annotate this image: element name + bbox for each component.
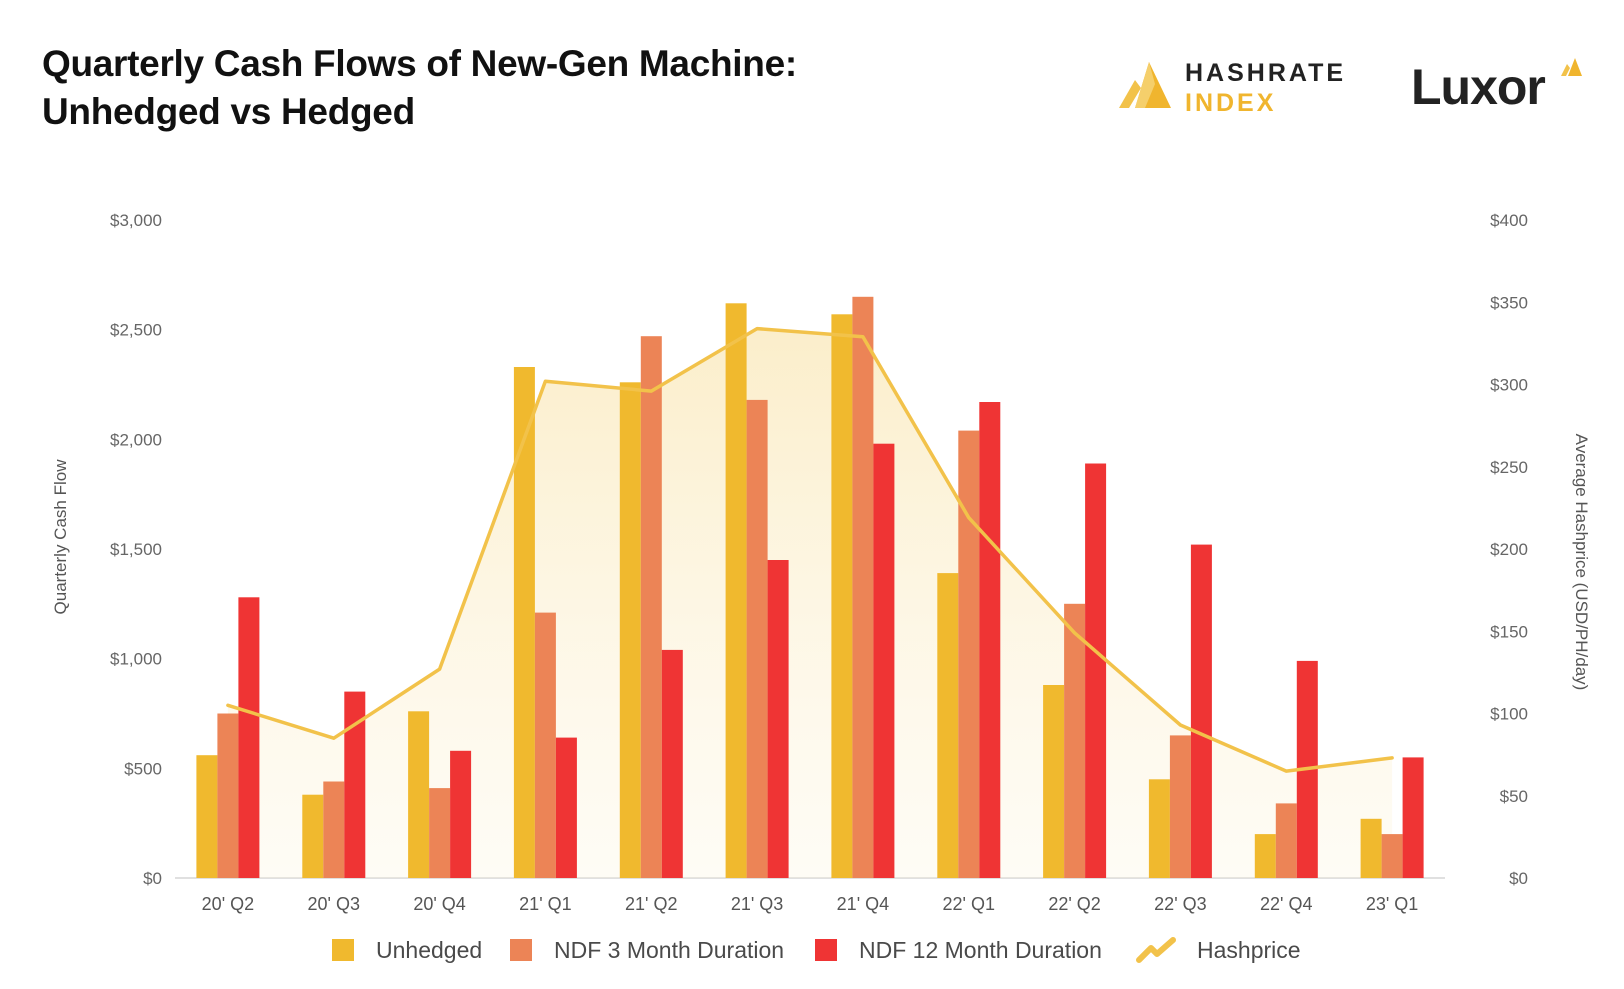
hashprice-area-layer: [227, 328, 1393, 879]
bar-ndf12: [1085, 463, 1107, 878]
luxor-logo: Luxor: [1411, 52, 1591, 122]
legend-item-unhedged[interactable]: Unhedged: [332, 930, 482, 970]
bar-ndf3: [429, 788, 451, 878]
tick-layer: $0 $500 $1,000 $1,500 $2,000 $2,500 $3,000 $0 $5…: [110, 211, 1528, 914]
x-tick-label: 23' Q1: [1366, 894, 1418, 914]
bar-unhedged: [725, 303, 747, 878]
x-tick-label: 22' Q3: [1154, 894, 1206, 914]
legend-label-ndf12: NDF 12 Month Duration: [859, 936, 1102, 963]
bar-ndf12: [238, 597, 260, 878]
chart-title-line1: Quarterly Cash Flows of New-Gen Machine:: [42, 43, 797, 84]
hashrate-index-mark-icon: [1119, 62, 1171, 108]
x-tick-label: 22' Q1: [943, 894, 995, 914]
bar-unhedged: [937, 573, 959, 878]
bar-ndf3: [323, 781, 345, 878]
y-tick-right: $250: [1490, 458, 1528, 477]
hashprice-legend-icon: [1136, 937, 1176, 963]
y-tick-left: $500: [124, 759, 162, 778]
y-tick-left: $1,500: [110, 540, 162, 559]
bar-ndf3: [852, 296, 874, 878]
y-tick-left: $3,000: [110, 211, 162, 230]
luxor-wordmark: Luxor: [1411, 59, 1546, 115]
bar-unhedged: [1254, 834, 1276, 878]
y-tick-left: $2,500: [110, 321, 162, 340]
legend-item-ndf3[interactable]: NDF 3 Month Duration: [510, 930, 784, 970]
y-tick-right: $150: [1490, 622, 1528, 641]
y-tick-right: $300: [1490, 376, 1528, 395]
hashprice-line-layer: [226, 326, 1394, 773]
bar-ndf12: [1402, 757, 1424, 878]
y-tick-right: $0: [1509, 869, 1528, 888]
legend-item-hashprice[interactable]: Hashprice: [1135, 930, 1301, 970]
hashprice-line: [226, 326, 1394, 773]
legend-item-ndf12[interactable]: NDF 12 Month Duration: [815, 930, 1102, 970]
x-tick-label: 22' Q2: [1048, 894, 1100, 914]
chart-title-line2: Unhedged vs Hedged: [42, 91, 415, 132]
legend-label-hashprice: Hashprice: [1197, 936, 1301, 963]
x-tick-label: 21' Q1: [519, 894, 571, 914]
y-tick-right: $50: [1500, 787, 1528, 806]
bar-unhedged: [619, 382, 641, 878]
luxor-mark-icon: [1561, 58, 1582, 76]
bar-ndf3: [1064, 603, 1086, 878]
bar-ndf12: [767, 560, 789, 878]
bar-ndf3: [1169, 735, 1191, 878]
bar-ndf12: [661, 649, 683, 878]
y-tick-right: $200: [1490, 540, 1528, 559]
legend-swatch-ndf3: [510, 939, 532, 961]
bar-ndf3: [534, 612, 556, 878]
bar-layer: [196, 296, 1424, 878]
bar-unhedged: [1148, 779, 1170, 878]
bar-ndf3: [1381, 834, 1403, 878]
bar-ndf3: [217, 713, 239, 878]
bar-ndf3: [958, 430, 980, 878]
x-tick-label: 22' Q4: [1260, 894, 1312, 914]
bar-unhedged: [831, 314, 853, 878]
x-tick-label: 20' Q2: [202, 894, 254, 914]
y-tick-right: $350: [1490, 293, 1528, 312]
bar-ndf3: [640, 336, 662, 878]
bar-unhedged: [513, 367, 535, 878]
bar-unhedged: [1360, 818, 1382, 878]
bar-ndf3: [1275, 803, 1297, 878]
y-tick-right: $400: [1490, 211, 1528, 230]
legend-label-ndf3: NDF 3 Month Duration: [554, 936, 785, 963]
hashrate-index-logo: HASHRATE INDEX: [1115, 58, 1355, 118]
y-tick-left: $0: [143, 869, 162, 888]
legend-swatch-unhedged: [332, 939, 354, 961]
x-tick-label: 21' Q4: [837, 894, 889, 914]
chart-title: Quarterly Cash Flows of New-Gen Machine:…: [42, 40, 797, 136]
x-tick-label: 21' Q3: [731, 894, 783, 914]
y-tick-left: $1,000: [110, 650, 162, 669]
y-axis-right-label: Average Hashprice (USD/PH/day): [1572, 433, 1591, 691]
hashrate-index-text-line1: HASHRATE: [1185, 59, 1347, 87]
bar-unhedged: [196, 755, 218, 878]
y-tick-left: $2,000: [110, 430, 162, 449]
y-axis-left-label: Quarterly Cash Flow: [51, 459, 70, 615]
y-tick-right: $100: [1490, 705, 1528, 724]
x-tick-label: 20' Q3: [308, 894, 360, 914]
bar-ndf12: [450, 750, 472, 878]
legend-label-unhedged: Unhedged: [376, 936, 483, 963]
bar-ndf12: [1190, 544, 1212, 878]
x-tick-label: 20' Q4: [413, 894, 465, 914]
bar-ndf12: [873, 443, 895, 878]
legend-swatch-ndf12: [815, 939, 837, 961]
bar-ndf12: [344, 691, 366, 878]
bar-unhedged: [408, 711, 430, 878]
hashprice-area: [227, 328, 1393, 879]
x-tick-label: 21' Q2: [625, 894, 677, 914]
bar-unhedged: [302, 794, 324, 878]
legend: Unhedged NDF 3 Month Duration NDF 12 Mon…: [0, 930, 1624, 970]
hashrate-index-text-line2: INDEX: [1185, 89, 1277, 117]
bar-ndf12: [555, 737, 577, 878]
bar-ndf3: [746, 399, 768, 878]
bar-unhedged: [1043, 685, 1065, 878]
bar-ndf12: [979, 402, 1001, 878]
